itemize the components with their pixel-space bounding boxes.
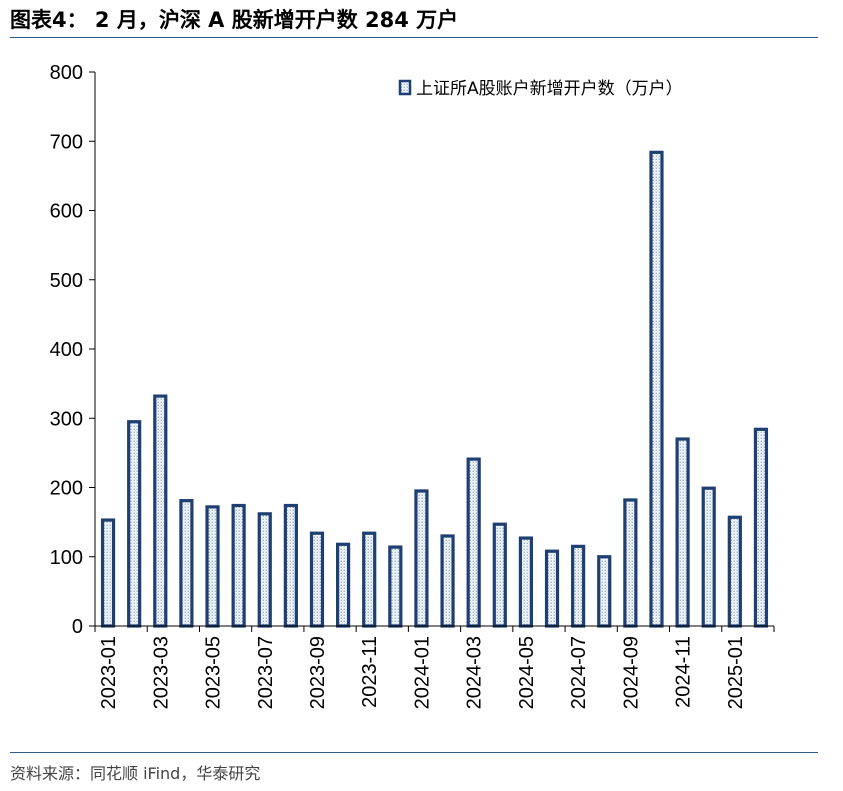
bar-2024-02 — [440, 534, 455, 628]
footer-rule — [10, 752, 818, 753]
bar-2025-01 — [727, 515, 742, 628]
bar-2024-12 — [701, 486, 716, 628]
bar-2024-08 — [597, 555, 612, 628]
bar-2023-06 — [231, 503, 246, 628]
bar-2025-02 — [753, 427, 769, 628]
legend-label: 上证所A股账户新增开户数（万户） — [416, 79, 683, 99]
bar-2023-11 — [362, 531, 377, 628]
source-note: 资料来源：同花顺 iFind，华泰研究 — [10, 764, 261, 783]
title-rule — [10, 37, 818, 38]
x-tick-label: 2025-01 — [725, 636, 747, 709]
bar-2023-08 — [283, 503, 298, 628]
bar-2024-11 — [675, 437, 690, 628]
x-tick-label: 2024-09 — [620, 636, 642, 709]
bar-2023-03 — [153, 394, 168, 628]
y-tick-label: 600 — [50, 201, 83, 223]
y-tick-label: 0 — [72, 616, 83, 638]
x-tick-label: 2024-05 — [516, 636, 538, 709]
y-tick-label: 100 — [50, 547, 83, 569]
bar-2024-03 — [466, 457, 481, 628]
x-tick-label: 2023-11 — [359, 636, 381, 708]
x-tick-label: 2024-07 — [568, 636, 590, 709]
y-tick-label: 800 — [50, 62, 83, 84]
x-tick-label: 2023-01 — [98, 636, 120, 709]
y-tick-label: 700 — [50, 131, 83, 153]
x-tick-label: 2023-03 — [150, 636, 172, 709]
bar-chart: 0 100 200 300 400 500 600 700 800 2023-01 2023-03… — [50, 62, 775, 709]
bars — [100, 150, 769, 628]
legend-swatch — [398, 79, 412, 96]
bar-2023-09 — [309, 531, 325, 628]
bar-2024-09 — [623, 498, 638, 628]
bar-2023-01 — [100, 518, 116, 628]
legend: 上证所A股账户新增开户数（万户） — [398, 79, 683, 99]
y-tick-label: 500 — [50, 270, 83, 292]
x-tick-label: 2023-07 — [255, 636, 277, 709]
y-tick-label: 400 — [50, 339, 83, 361]
bar-2024-07 — [571, 544, 586, 628]
x-tick-label: 2024-01 — [411, 636, 433, 709]
x-tick-label: 2024-03 — [464, 636, 486, 709]
x-tick-label: 2023-09 — [307, 636, 329, 709]
x-tick-label: 2023-05 — [203, 636, 225, 709]
bar-2024-06 — [544, 549, 560, 628]
bar-2024-05 — [518, 536, 534, 628]
figure-title: 图表4： 2 月，沪深 A 股新增开户数 284 万户 — [10, 8, 459, 32]
bar-2023-12 — [388, 545, 403, 628]
bar-2024-10 — [649, 150, 664, 628]
bar-2023-04 — [179, 499, 194, 628]
bar-2023-02 — [127, 420, 142, 628]
x-tick-label: 2024-11 — [673, 636, 695, 708]
bar-2023-10 — [335, 542, 351, 628]
bar-2024-01 — [414, 489, 429, 628]
y-axis: 0 100 200 300 400 500 600 700 800 — [50, 62, 96, 638]
bar-2023-07 — [257, 512, 272, 628]
bar-2023-05 — [205, 505, 220, 628]
y-tick-label: 200 — [50, 478, 83, 500]
x-axis: 2023-01 2023-03 2023-05 2023-07 2023-09 2023-… — [94, 625, 775, 709]
y-tick-label: 300 — [50, 408, 83, 430]
bar-2024-04 — [492, 522, 507, 628]
